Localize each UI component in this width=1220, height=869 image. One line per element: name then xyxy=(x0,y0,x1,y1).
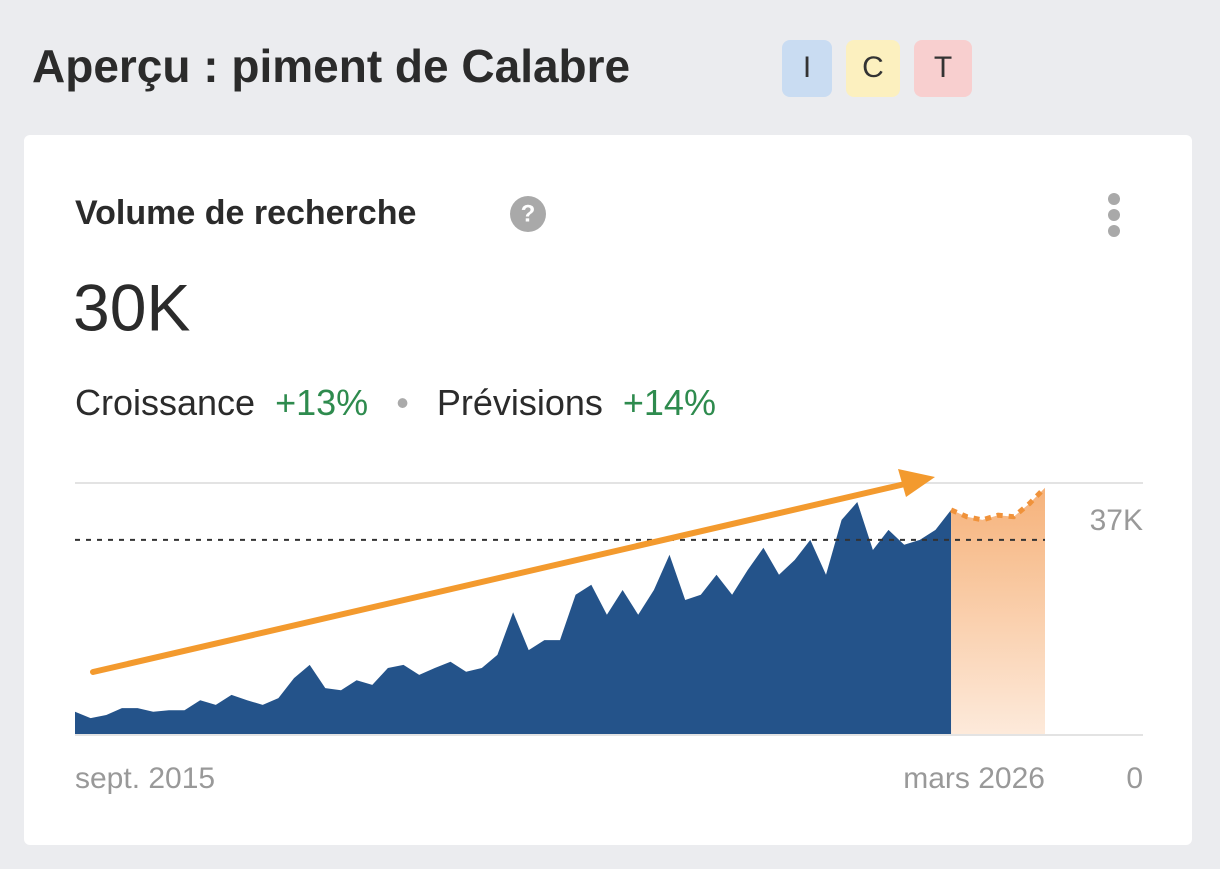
badge xyxy=(914,40,972,97)
y-tick-label: 37K xyxy=(1090,504,1143,537)
chart: 0 37K sept. 2015 mars 2026 xyxy=(75,482,1143,795)
growth-value: +13% xyxy=(275,382,368,423)
x-tick-label: mars 2026 xyxy=(903,762,1045,795)
area xyxy=(951,487,1045,735)
forecast-line xyxy=(950,485,1047,523)
x-tick-label: sept. 2015 xyxy=(75,762,215,795)
badge-label: T xyxy=(934,51,952,84)
menu-button[interactable] xyxy=(1108,193,1120,237)
forecast-value: +14% xyxy=(623,382,716,423)
card-title: Volume de recherche xyxy=(75,194,416,232)
badge xyxy=(846,40,900,97)
badge xyxy=(782,40,832,97)
help-icon[interactable] xyxy=(510,196,546,232)
badge-label: I xyxy=(803,51,811,84)
metric-value: 30K xyxy=(73,270,190,344)
page-title: Aperçu : piment de Calabre xyxy=(32,40,630,92)
separator: • xyxy=(396,382,409,423)
trend-arrow xyxy=(90,469,935,675)
forecast-label: Prévisions xyxy=(437,382,603,423)
growth-line: Croissance +13% • Prévisions +14% xyxy=(75,382,716,423)
growth-label: Croissance xyxy=(75,382,255,423)
card xyxy=(24,135,1192,845)
area xyxy=(75,502,952,735)
y-tick-label: 0 xyxy=(1126,762,1143,795)
badge-label: C xyxy=(862,51,884,84)
help-icon-label: ? xyxy=(521,200,536,227)
